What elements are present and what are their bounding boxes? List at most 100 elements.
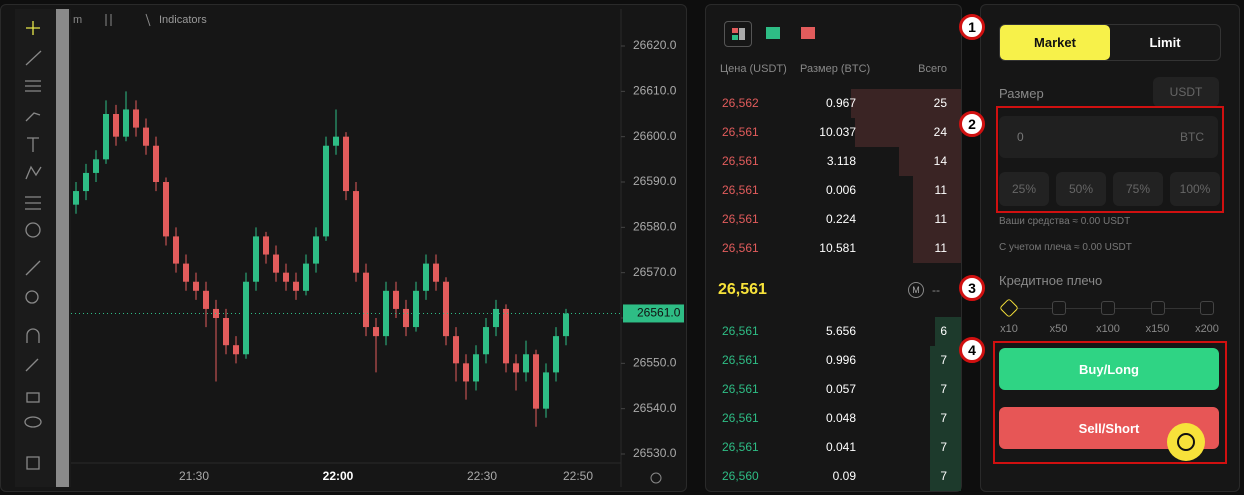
order-row[interactable]: 26,561 0.224 11 (706, 205, 961, 234)
x-tick-label: 22:00 (323, 469, 354, 483)
size: 0.967 (825, 96, 856, 110)
currency-button[interactable]: USDT (1153, 77, 1219, 107)
order-row[interactable]: 26,561 0.048 7 (706, 404, 961, 433)
settings-icon[interactable] (650, 472, 662, 484)
fib-tool[interactable] (25, 80, 41, 92)
leverage-step[interactable] (1051, 301, 1066, 315)
total: 7 (940, 440, 947, 454)
depth-bar (930, 375, 961, 404)
pattern-tool[interactable] (25, 165, 42, 180)
view-bids-button[interactable] (766, 27, 780, 39)
visibility-tool[interactable] (24, 416, 42, 428)
limit-tab[interactable]: Limit (1149, 35, 1181, 50)
annotation-marker: 3 (959, 275, 985, 301)
size: 0.048 (825, 411, 856, 425)
candle-body (253, 236, 259, 282)
order-row[interactable]: 26,561 10.581 11 (706, 234, 961, 263)
draw-mode-tool[interactable] (25, 358, 39, 372)
prediction-tool[interactable] (25, 196, 41, 210)
percent-button[interactable]: 75% (1113, 172, 1163, 206)
view-both-button[interactable] (724, 21, 752, 47)
depth-bar (851, 89, 961, 118)
size: 10.037 (819, 125, 856, 139)
candle-body (473, 354, 479, 382)
view-asks-button[interactable] (801, 27, 815, 39)
order-row[interactable]: 26,561 5.656 6 (706, 317, 961, 346)
candle-body (123, 109, 129, 137)
delete-tool[interactable] (26, 456, 40, 470)
candle-body (453, 336, 459, 364)
market-tab[interactable]: Market (1000, 25, 1110, 60)
candle-body (173, 236, 179, 264)
zoom-tool[interactable] (25, 290, 39, 304)
crosshair-tool[interactable] (26, 21, 40, 35)
price: 26,561 (722, 154, 759, 168)
total: 25 (933, 96, 947, 110)
order-row[interactable]: 26,561 10.037 24 (706, 118, 961, 147)
price: 26,561 (722, 411, 759, 425)
size-input[interactable]: 0 BTC (999, 116, 1218, 158)
leverage-step[interactable] (1101, 301, 1115, 315)
candle-body (543, 372, 549, 409)
buy-button[interactable]: Buy/Long (999, 348, 1219, 390)
order-row[interactable]: 26,562 0.967 25 (706, 89, 961, 118)
leverage-step[interactable] (1150, 301, 1165, 315)
ruler-tool[interactable] (25, 260, 41, 276)
line-tool[interactable] (25, 50, 42, 66)
candle-body (463, 363, 469, 382)
highlight-size (996, 106, 1224, 213)
y-tick-label: 26600.0 (633, 129, 677, 143)
magnet-tool[interactable] (26, 328, 40, 343)
candle-body (503, 308, 509, 364)
order-row[interactable]: 26,561 0.006 11 (706, 176, 961, 205)
x-tick-label: 21:30 (179, 469, 209, 483)
tool-icons (24, 21, 42, 470)
order-row[interactable]: 26,560 0.09 7 (706, 462, 961, 491)
depth-bar (855, 118, 961, 147)
y-tick-label: 26570.0 (633, 265, 677, 279)
chart-panel: m Indicators 26530.026540.026550.026560.… (0, 4, 687, 492)
leverage-label: Кредитное плечо (999, 273, 1103, 288)
depth-bar (912, 205, 961, 234)
candle-body (323, 145, 329, 237)
total: 7 (940, 469, 947, 483)
leverage-step[interactable] (1200, 301, 1214, 315)
candle-body (193, 281, 199, 291)
indicators-button[interactable]: Indicators (159, 14, 207, 26)
percent-button[interactable]: 25% (999, 172, 1049, 206)
scrollbar[interactable] (56, 9, 69, 487)
candle-body (423, 263, 429, 291)
candle-body (563, 313, 569, 337)
size: 0.041 (825, 440, 856, 454)
order-row[interactable]: 26,561 3.118 14 (706, 147, 961, 176)
interval[interactable]: m (73, 14, 82, 26)
size-value: 0 (1017, 130, 1024, 144)
leverage-funds: С учетом плеча ≈ 0.00 USDT (999, 242, 1132, 253)
annotation-marker: 1 (959, 14, 985, 40)
depth-bar (912, 176, 961, 205)
candle-body (153, 145, 159, 182)
leverage-step[interactable] (999, 298, 1019, 318)
percent-button[interactable]: 50% (1056, 172, 1106, 206)
emoji-tool[interactable] (25, 222, 41, 238)
candle-body (533, 354, 539, 409)
order-row[interactable]: 26,561 0.041 7 (706, 433, 961, 462)
text-tool[interactable] (27, 137, 39, 152)
lock-tool[interactable] (26, 392, 40, 403)
candle-body (443, 281, 449, 337)
highlight-actions (993, 341, 1227, 464)
support-button[interactable] (1167, 423, 1205, 461)
brush-tool[interactable] (25, 112, 41, 122)
y-tick-label: 26550.0 (633, 356, 677, 370)
candle-body (163, 182, 169, 237)
order-row[interactable]: 26,561 0.057 7 (706, 375, 961, 404)
total: 7 (940, 353, 947, 367)
order-row[interactable]: 26,561 0.996 7 (706, 346, 961, 375)
candle-body (133, 109, 139, 128)
size: 0.09 (832, 469, 856, 483)
percent-button[interactable]: 100% (1170, 172, 1220, 206)
annotation-marker: 4 (959, 337, 985, 363)
price: 26,561 (722, 183, 759, 197)
candle-body (393, 290, 399, 309)
